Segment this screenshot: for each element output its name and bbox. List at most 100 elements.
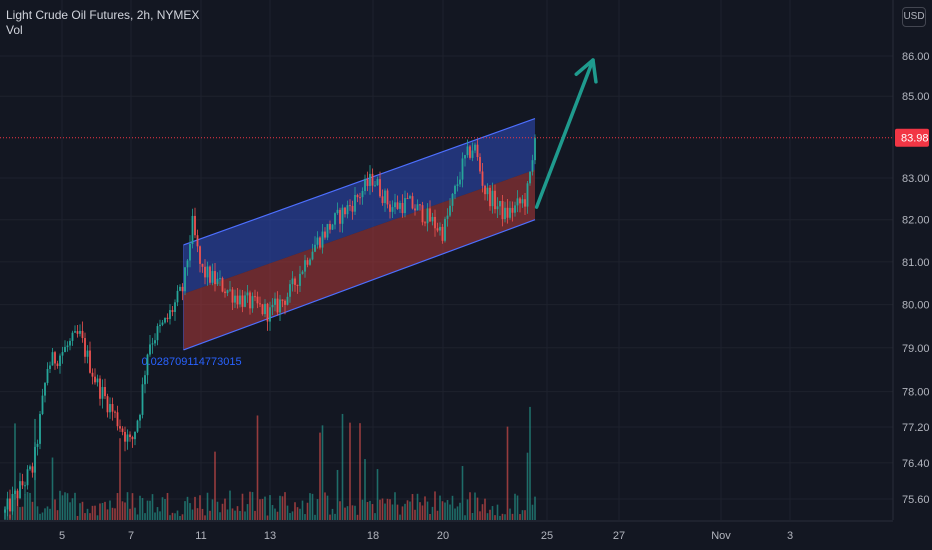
volume-bar [301, 500, 304, 520]
volume-bar [506, 426, 509, 520]
last-price-tag-label: 83.98 [901, 133, 929, 145]
candle-body [151, 343, 154, 345]
volume-bar [336, 469, 339, 520]
volume-bar [211, 499, 214, 520]
volume-bar [526, 452, 529, 520]
candle-body [459, 179, 461, 185]
volume-bar [451, 495, 454, 520]
legend-title[interactable]: Light Crude Oil Futures, 2h, NYMEX [6, 8, 200, 22]
volume-bar [246, 504, 249, 520]
candle-body [479, 157, 481, 172]
volume-bar [369, 500, 371, 520]
candle-body [129, 434, 131, 438]
volume-bar [256, 415, 259, 520]
volume-bar [204, 515, 206, 520]
candle-body [509, 207, 511, 218]
candle-body [279, 299, 281, 313]
y-axis[interactable]: 86.00 85.00 83.00 82.00 81.00 80.00 79.00 78.00… [892, 0, 930, 520]
candle-body [346, 205, 349, 215]
candle-body [521, 199, 524, 204]
volume-bar [429, 513, 431, 520]
legend-vol-label[interactable]: Vol [6, 23, 23, 37]
candle-body [199, 246, 201, 264]
candle-body [296, 284, 299, 286]
volume-bar [306, 502, 309, 520]
x-tick-label: 27 [613, 530, 625, 542]
y-tick-label: 81.00 [902, 257, 930, 269]
candle-body [351, 205, 354, 212]
candle-body [24, 485, 26, 487]
volume-bar [509, 508, 511, 520]
volume-bar [194, 496, 196, 520]
volume-bar [156, 507, 159, 520]
volume-bar [486, 513, 489, 520]
volume-bar [251, 492, 254, 520]
candle-body [511, 207, 514, 213]
x-tick-label: 25 [541, 530, 553, 542]
volume-bar [89, 513, 91, 520]
volume-bar [19, 507, 21, 520]
volume-bar [521, 510, 524, 520]
candle-body [141, 384, 144, 415]
candle-body [326, 223, 329, 238]
volume-bar [441, 501, 444, 520]
volume-bar [374, 513, 376, 520]
candle-body [244, 295, 246, 307]
volume-bar [361, 499, 364, 520]
volume-bar [61, 495, 64, 520]
volume-bar [394, 492, 396, 520]
candle-body [444, 218, 446, 241]
candle-body [186, 260, 189, 268]
volume-bar [119, 438, 121, 520]
volume-bar [239, 510, 241, 520]
candle-body [366, 179, 369, 186]
candle-body [96, 378, 99, 383]
candlestick-series [4, 134, 536, 520]
volume-bar [59, 490, 61, 520]
x-axis[interactable]: 5 7 11 13 18 20 25 27 Nov 3 [0, 520, 893, 542]
candle-body [419, 204, 421, 206]
candle-body [464, 155, 466, 159]
volume-bar [286, 505, 289, 520]
candle-body [241, 295, 244, 307]
candle-body [164, 317, 166, 323]
volume-bar [199, 495, 201, 520]
candle-body [361, 191, 364, 198]
volume-bar [51, 457, 54, 520]
candle-body [14, 490, 16, 494]
candle-body [534, 137, 536, 161]
x-tick-label: Nov [711, 530, 731, 542]
volume-bar [504, 514, 506, 520]
x-tick-label: 20 [437, 530, 449, 542]
y-tick-label: 78.00 [902, 387, 930, 399]
volume-bar [139, 495, 141, 520]
candle-body [434, 216, 436, 229]
channel-lower-line [183, 219, 536, 351]
candle-body [349, 205, 351, 207]
volume-bar [349, 422, 351, 520]
candle-body [436, 228, 439, 231]
volume-bar [339, 501, 341, 520]
volume-bar [341, 413, 344, 520]
volume-bar [176, 510, 179, 520]
candle-body [36, 443, 39, 447]
volume-bar [381, 498, 384, 520]
y-tick-label: 79.00 [902, 343, 930, 355]
volume-bar [496, 504, 499, 520]
candle-body [519, 198, 521, 204]
currency-button[interactable]: USD [902, 7, 926, 27]
candle-body [269, 307, 271, 322]
volume-bar [94, 505, 96, 520]
candle-body [71, 332, 74, 341]
volume-bar [249, 491, 251, 520]
candle-body [516, 198, 519, 206]
volume-bar [454, 508, 456, 520]
candle-body [74, 331, 76, 333]
candle-body [219, 278, 221, 280]
candle-body [381, 196, 384, 204]
candle-body [299, 273, 301, 286]
candle-body [411, 196, 414, 209]
candle-body [206, 266, 209, 278]
candle-body [236, 295, 239, 305]
